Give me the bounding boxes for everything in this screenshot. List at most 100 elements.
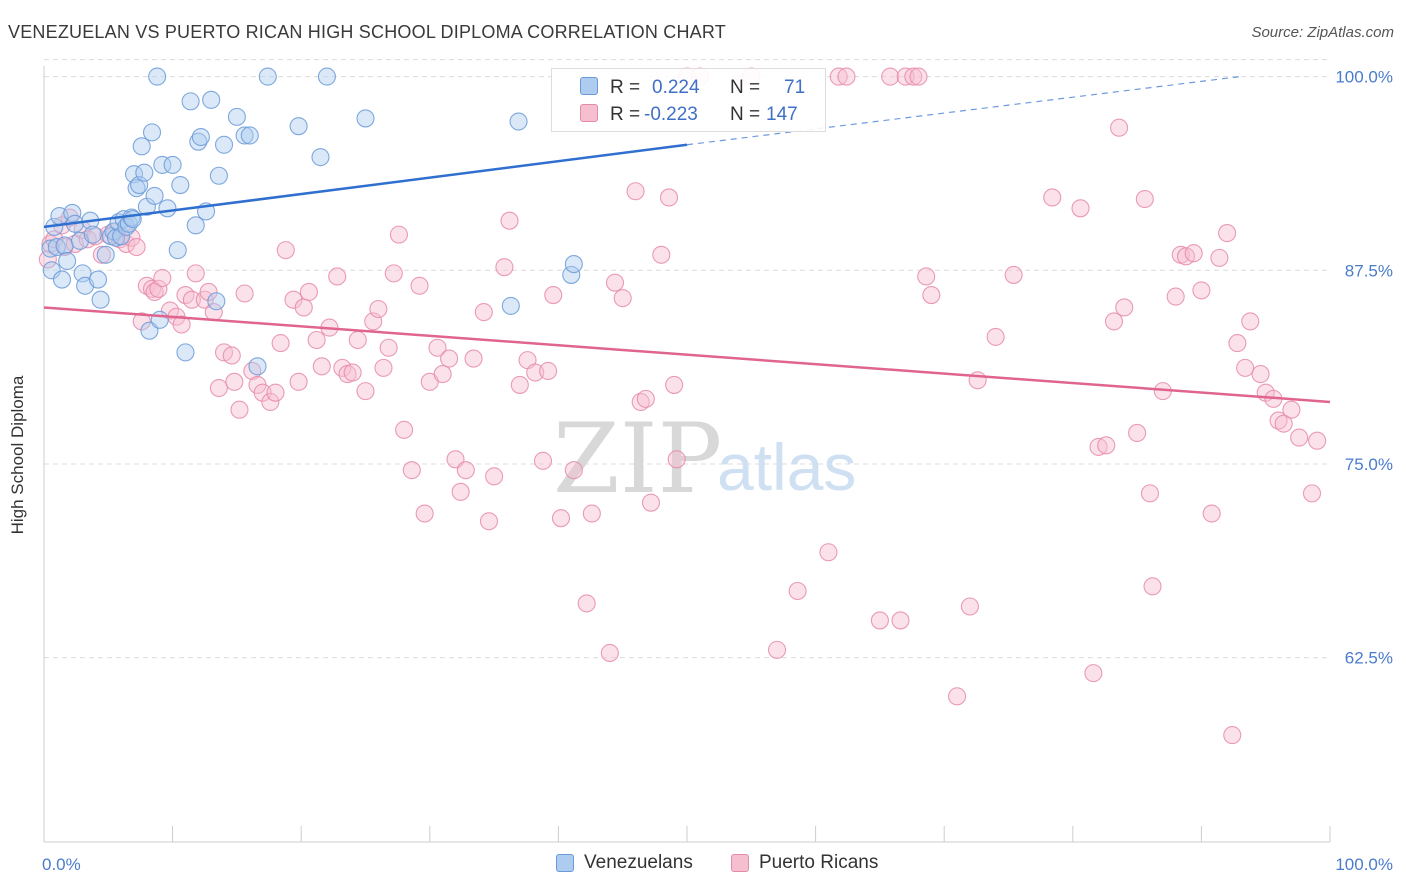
venezuelan-point	[258, 67, 277, 86]
puerto-rican-point	[172, 315, 191, 334]
x-tick-labels: 0.0% 100.0%	[42, 855, 1393, 874]
puerto-rican-point	[544, 286, 563, 305]
venezuelan-point	[214, 135, 234, 154]
puerto-rican-point	[652, 245, 671, 264]
puerto-rican-point	[485, 467, 504, 486]
venezuelan-point	[153, 155, 172, 174]
puerto-rican-point	[1223, 726, 1242, 745]
puerto-rican-point	[225, 372, 244, 391]
puerto-rican-point	[870, 611, 889, 630]
puerto-rican-point	[253, 383, 272, 402]
legend-n-value: 147	[766, 104, 798, 125]
puerto-rican-point	[1192, 281, 1211, 300]
puerto-rican-point	[1241, 312, 1260, 331]
x-tick-label: 100.0%	[1335, 855, 1393, 874]
puerto-rican-point	[1140, 484, 1160, 503]
legend-n-label: N =	[730, 104, 761, 125]
puerto-rican-point	[960, 597, 979, 616]
puerto-rican-point	[209, 378, 228, 398]
puerto-rican-point	[881, 67, 900, 86]
puerto-rican-point	[369, 299, 388, 319]
puerto-rican-point	[456, 461, 475, 480]
venezuelan-point	[41, 239, 60, 258]
puerto-rican-point	[127, 237, 146, 257]
venezuelan-point	[189, 132, 208, 151]
venezuelan-point	[562, 265, 581, 284]
venezuelan-point	[91, 290, 110, 309]
puerto-rican-point	[577, 594, 596, 613]
legend-label: Puerto Ricans	[759, 852, 879, 873]
puerto-rican-point	[132, 312, 151, 331]
puerto-rican-point	[261, 392, 280, 412]
puerto-rican-point	[1210, 248, 1229, 267]
venezuelan-point	[135, 163, 154, 182]
puerto-rican-point	[1097, 436, 1116, 455]
puerto-rican-point	[1166, 287, 1185, 306]
legend-r-label: R =	[610, 104, 641, 125]
puerto-rican-point	[299, 282, 318, 302]
puerto-rican-point	[464, 349, 483, 368]
venezuelan-point	[150, 310, 169, 329]
y-tick-labels: 100.0% 87.5% 75.0% 62.5%	[1335, 68, 1393, 668]
puerto-rican-point	[415, 504, 434, 523]
puerto-rican-point	[891, 611, 910, 630]
y-tick-label: 62.5%	[1345, 649, 1393, 668]
puerto-rican-point	[199, 282, 218, 302]
puerto-rican-point	[1071, 199, 1090, 218]
puerto-rican-point	[222, 346, 241, 365]
puerto-rican-point	[1282, 400, 1301, 419]
venezuelan-point	[240, 126, 259, 145]
puerto-rican-point	[539, 361, 558, 381]
puerto-rican-point	[1143, 577, 1162, 596]
series-legend: Venezuelans Puerto Ricans	[0, 852, 1406, 878]
venezuelan-point	[96, 245, 115, 264]
puerto-rican-point	[659, 188, 679, 207]
legend-n-label: N =	[730, 77, 761, 98]
puerto-rican-point	[613, 289, 632, 308]
puerto-rican-point	[917, 267, 936, 286]
venezuelan-point	[202, 90, 221, 109]
puerto-rican-point	[986, 327, 1005, 346]
puerto-rican-point	[564, 461, 583, 480]
legend-r-label: R =	[610, 77, 641, 98]
venezuelan-point	[52, 270, 72, 289]
legend-r-value: 0.224	[652, 77, 700, 98]
venezuelan-trend-line	[43, 143, 688, 229]
puerto-rican-point	[348, 330, 367, 350]
puerto-rican-point	[1290, 428, 1309, 447]
puerto-rican-point	[922, 286, 941, 305]
venezuelan-point	[127, 179, 146, 198]
venezuelans-swatch	[556, 854, 574, 872]
venezuelan-point	[63, 203, 82, 222]
legend-n-value: 71	[784, 77, 806, 98]
puerto-rican-point	[379, 338, 398, 357]
venezuelan-points	[41, 67, 583, 376]
puerto-rican-point	[767, 640, 787, 659]
venezuelan-point	[142, 123, 162, 142]
legend-row-venezuelans: R = 0.224 N = 71	[552, 75, 825, 101]
venezuelan-point	[148, 67, 167, 86]
puerto-ricans-swatch	[580, 104, 598, 122]
venezuelan-point	[176, 343, 195, 362]
venezuelan-point	[42, 261, 61, 280]
puerto-ricans-swatch	[731, 854, 749, 872]
puerto-rican-point	[307, 330, 326, 350]
puerto-rican-point	[1043, 188, 1062, 207]
venezuelan-point	[168, 241, 187, 260]
venezuelan-point	[171, 176, 190, 195]
puerto-rican-point	[479, 512, 499, 531]
puerto-rican-point	[1004, 265, 1023, 284]
puerto-rican-point	[294, 298, 313, 317]
legend-label: Venezuelans	[584, 852, 693, 873]
puerto-rican-point	[551, 509, 571, 528]
venezuelan-point	[509, 112, 528, 131]
puerto-rican-point	[533, 451, 553, 470]
puerto-rican-point	[374, 358, 393, 377]
puerto-rican-point	[276, 241, 295, 260]
puerto-rican-point	[1302, 484, 1322, 503]
puerto-rican-point	[153, 268, 172, 288]
puerto-rican-point	[904, 67, 923, 86]
puerto-rican-point	[896, 67, 915, 86]
venezuelan-point	[248, 357, 267, 376]
puerto-rican-point	[428, 338, 447, 357]
